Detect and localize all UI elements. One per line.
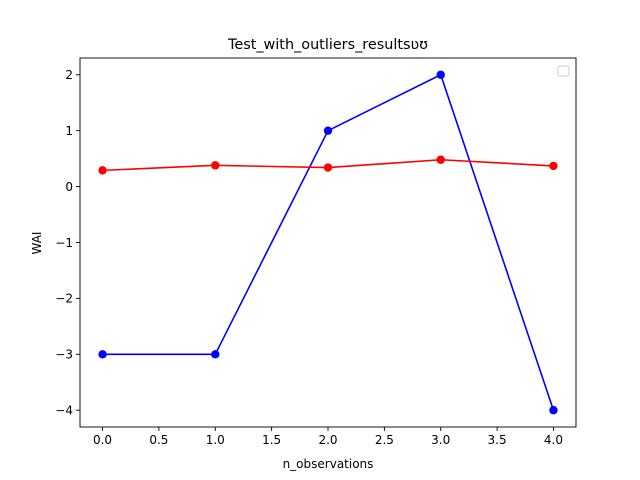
x-tick-label: 3.5 [488,433,507,447]
series-2-point [323,163,333,172]
y-tick-label: −3 [55,348,73,362]
series-1-point [436,70,445,79]
x-axis-label: n_observations [283,457,374,471]
series-2-point [98,166,107,175]
x-tick-label: 1.0 [206,433,225,447]
y-tick-label: 2 [65,68,73,82]
x-tick-label: 2.0 [318,433,337,447]
y-tick-label: 0 [65,180,73,194]
series-1-point [211,350,220,359]
y-tick-label: −4 [55,404,73,418]
series-2-point [436,155,445,164]
x-tick-label: 4.0 [544,433,563,447]
x-tick-label: 0.0 [93,433,112,447]
x-tick-label: 0.5 [149,433,168,447]
y-tick-label: −1 [55,236,73,250]
plot-area: 0.0 0.5 1.0 1.5 2.0 2.5 3.0 3.5 4.0 2 1 0 −1 −2 −3 −4 [55,57,577,447]
series-1-point [323,126,333,135]
legend-box [557,65,570,77]
chart-title: Test_with_outliers_resultsʋʊ [227,37,428,53]
y-tick-label: −2 [55,292,73,306]
series-1-point [549,406,558,415]
x-tick-label: 2.5 [375,433,394,447]
x-tick-label: 1.5 [262,433,281,447]
x-tick-label: 3.0 [431,433,450,447]
series-2-point [549,161,558,171]
series-2-point [211,161,220,170]
y-tick-label: 1 [65,124,73,138]
series-1-point [98,350,107,359]
y-axis-label: WAI [30,232,44,255]
